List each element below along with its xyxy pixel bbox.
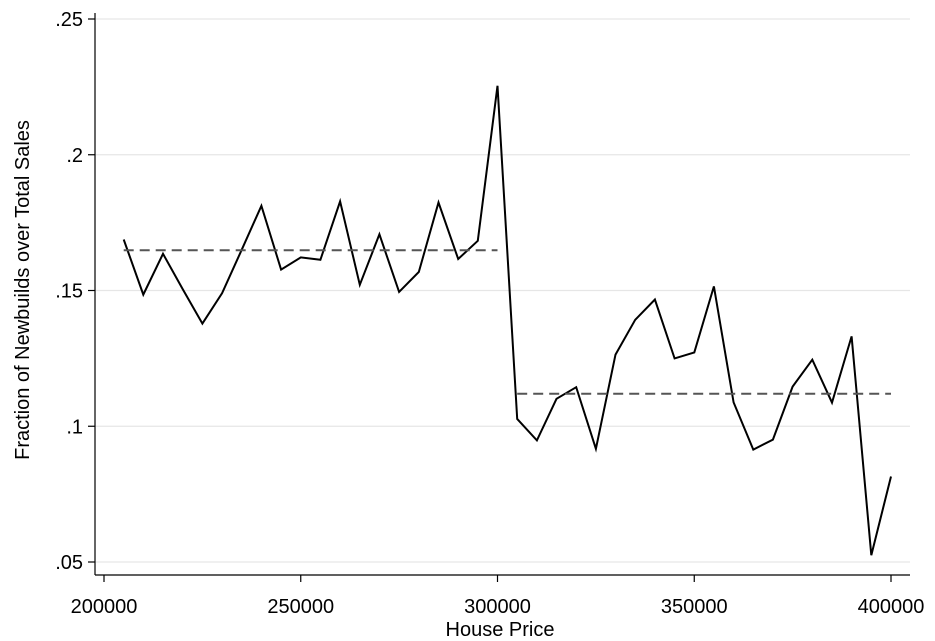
x-tick-label-0: 200000	[71, 596, 138, 618]
series-lines	[122, 85, 892, 556]
x-axis-ticks: 200000 250000 300000 350000 400000	[71, 575, 925, 618]
x-tick-label-4: 400000	[858, 596, 925, 618]
y-axis-ticks: .05 .1 .15 .2 .25	[55, 9, 95, 574]
y-axis-title: Fraction of Newbuilds over Total Sales	[12, 120, 34, 460]
y-tick-label-4: .25	[55, 9, 83, 31]
y-tick-label-0: .05	[55, 552, 83, 574]
x-tick-label-1: 250000	[267, 596, 334, 618]
data-line-0	[122, 85, 892, 556]
y-tick-label-2: .15	[55, 281, 83, 303]
gridlines	[95, 18, 910, 563]
axes	[94, 13, 910, 576]
x-tick-label-2: 300000	[464, 596, 531, 618]
y-tick-label-3: .2	[66, 145, 83, 167]
y-tick-label-1: .1	[66, 416, 83, 438]
x-tick-label-3: 350000	[661, 596, 728, 618]
x-axis-title: House Price	[446, 619, 555, 641]
